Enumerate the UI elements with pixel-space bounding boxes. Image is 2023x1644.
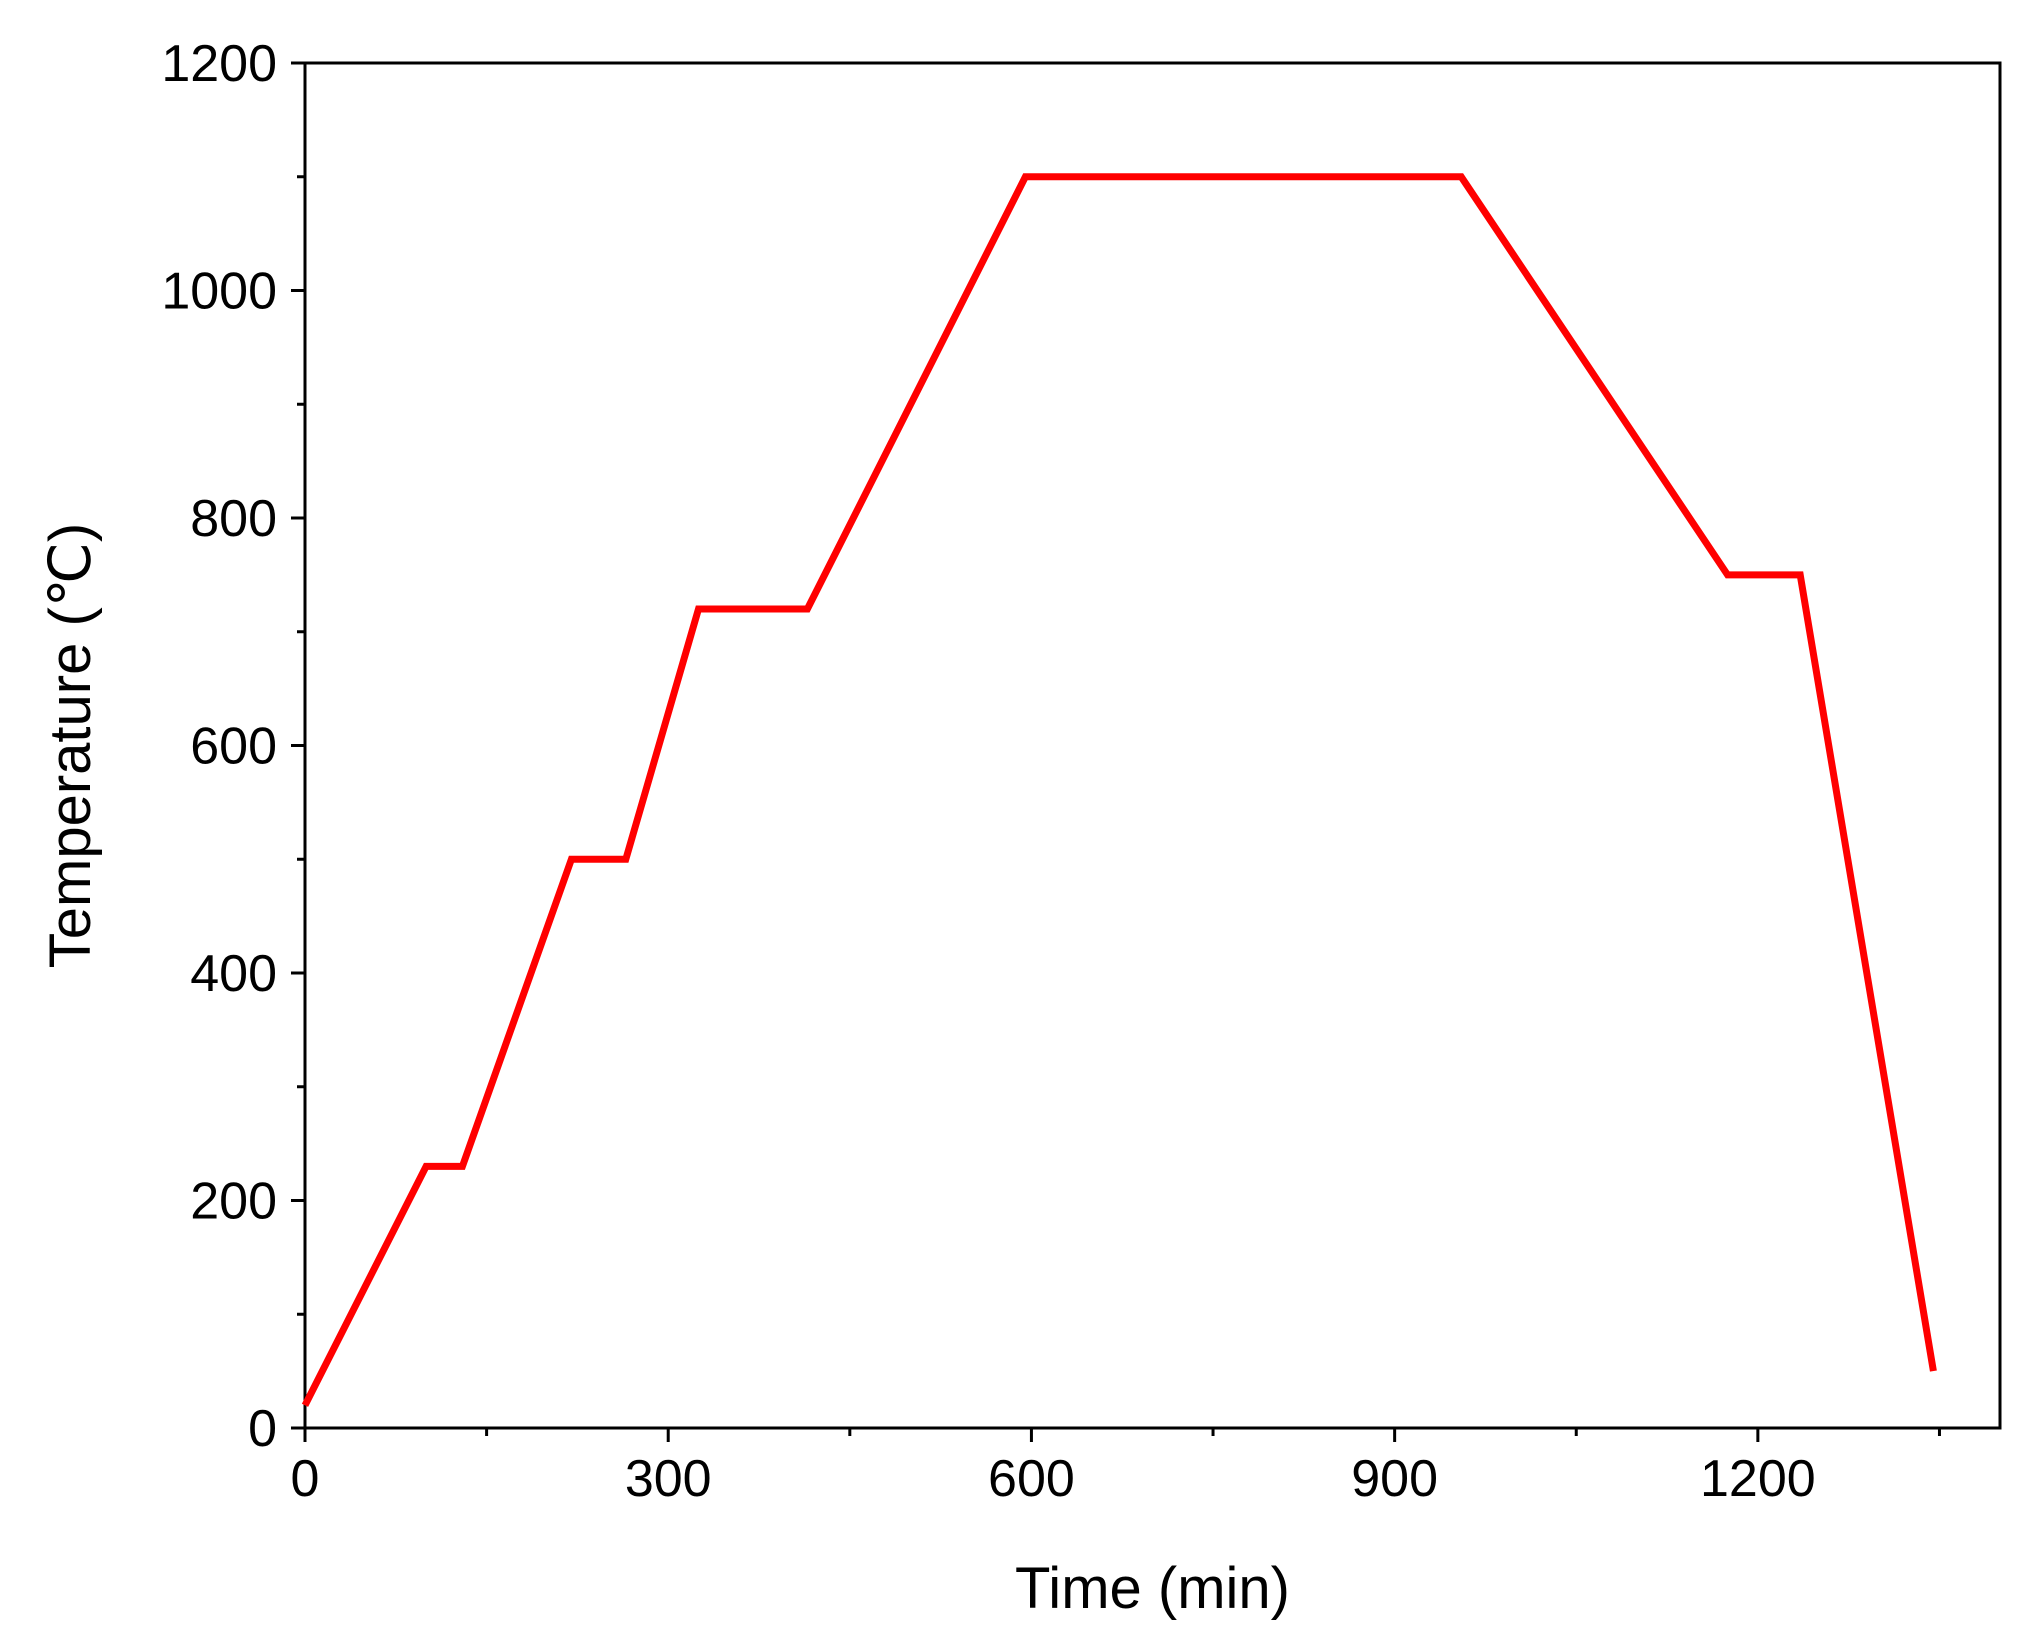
x-tick-label: 1200: [1700, 1450, 1816, 1508]
y-tick-label: 0: [248, 1400, 277, 1458]
plot-border: [303, 61, 2002, 1430]
y-tick-label: 1200: [161, 35, 277, 93]
y-tick-label: 200: [190, 1173, 277, 1231]
x-tick-label: 0: [291, 1450, 320, 1508]
x-tick-label: 300: [625, 1450, 712, 1508]
y-tick-label: 1000: [161, 263, 277, 321]
temperature-series-line: [301, 173, 1937, 1407]
x-tick-label: 900: [1351, 1450, 1438, 1508]
y-tick-label: 600: [190, 718, 277, 776]
series-layer: [301, 173, 1937, 1407]
y-tick-label: 400: [190, 945, 277, 1003]
y-axis-ticks: 0 200 400 600 800 1000 1200: [161, 35, 305, 1458]
plot-frame: [303, 61, 2002, 1430]
x-axis-ticks: 0 300 600 900 1200: [291, 1428, 1941, 1508]
x-axis-label: Time (min): [1015, 1556, 1290, 1621]
y-tick-label: 800: [190, 490, 277, 548]
x-tick-label: 600: [988, 1450, 1075, 1508]
y-axis-label: Temperature (℃): [38, 523, 103, 968]
